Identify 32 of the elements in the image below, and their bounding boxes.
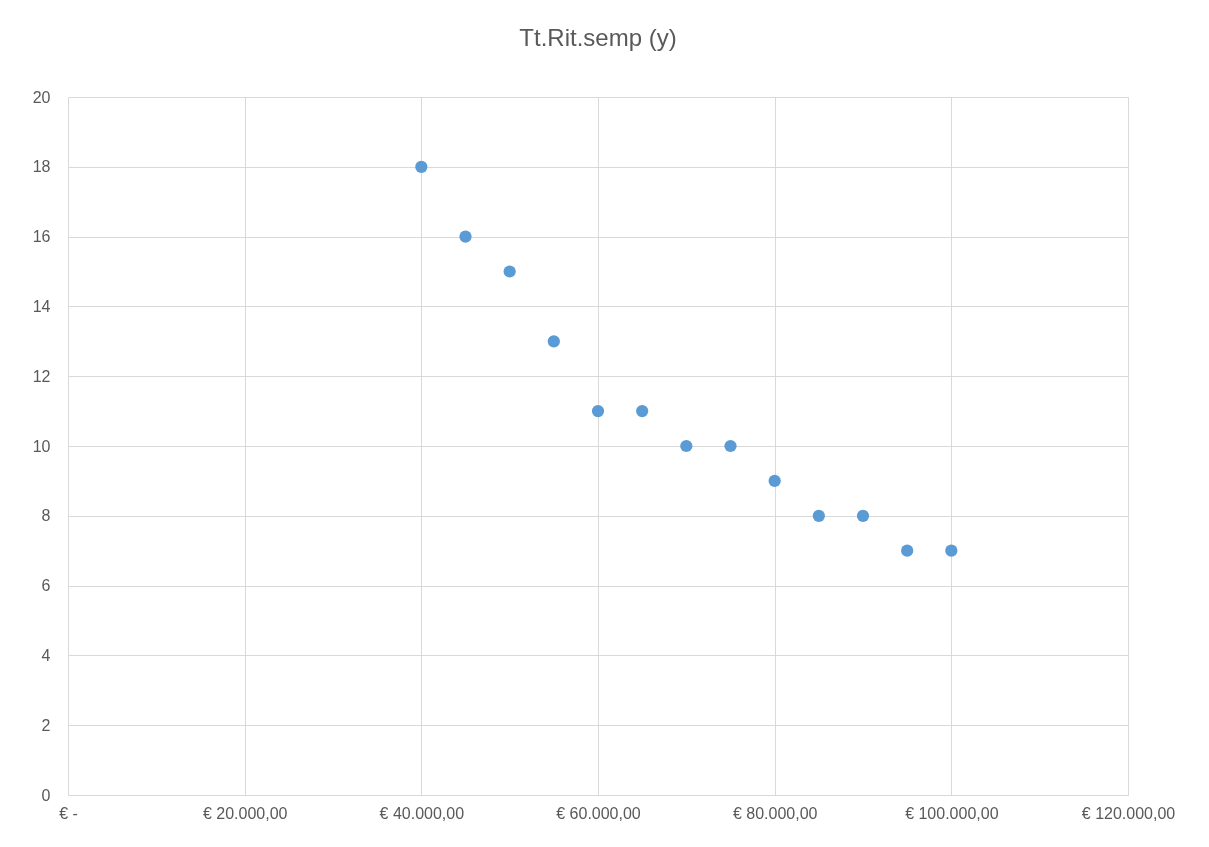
- y-tick-label: 18: [32, 158, 51, 176]
- y-tick-label: 6: [41, 577, 51, 595]
- x-tick-label: € 80.000,00: [732, 804, 818, 822]
- point: [591, 404, 605, 418]
- y-tick-label: 14: [32, 297, 51, 315]
- x-tick-label: € 100.000,00: [905, 804, 999, 822]
- y-tick-label: 12: [32, 367, 51, 385]
- x-tick-label: € 120.000,00: [1081, 804, 1176, 822]
- point: [680, 439, 693, 453]
- x-tick-label: € 40.000,00: [379, 804, 465, 822]
- y-tick-label: 0: [41, 786, 51, 804]
- y-tick-label: 16: [32, 228, 51, 246]
- point: [724, 439, 737, 453]
- x-tick-label: € -: [59, 804, 78, 822]
- x-tick-label: € 60.000,00: [556, 804, 641, 822]
- chart-title: Tt.Rit.semp (y): [519, 24, 677, 51]
- y-tick-label: 4: [41, 646, 51, 664]
- point: [812, 509, 825, 522]
- y-tick-label: 2: [41, 716, 51, 734]
- point: [547, 335, 560, 348]
- point: [856, 509, 870, 522]
- x-tick-label: € 20.000,00: [202, 804, 288, 822]
- point: [945, 544, 958, 557]
- point: [415, 160, 428, 173]
- point: [459, 230, 472, 243]
- y-tick-label: 20: [32, 88, 51, 106]
- point: [503, 265, 516, 278]
- point: [768, 474, 781, 488]
- point: [636, 404, 649, 418]
- y-tick-label: 10: [32, 437, 51, 455]
- y-tick-label: 8: [41, 507, 51, 525]
- point: [901, 544, 914, 557]
